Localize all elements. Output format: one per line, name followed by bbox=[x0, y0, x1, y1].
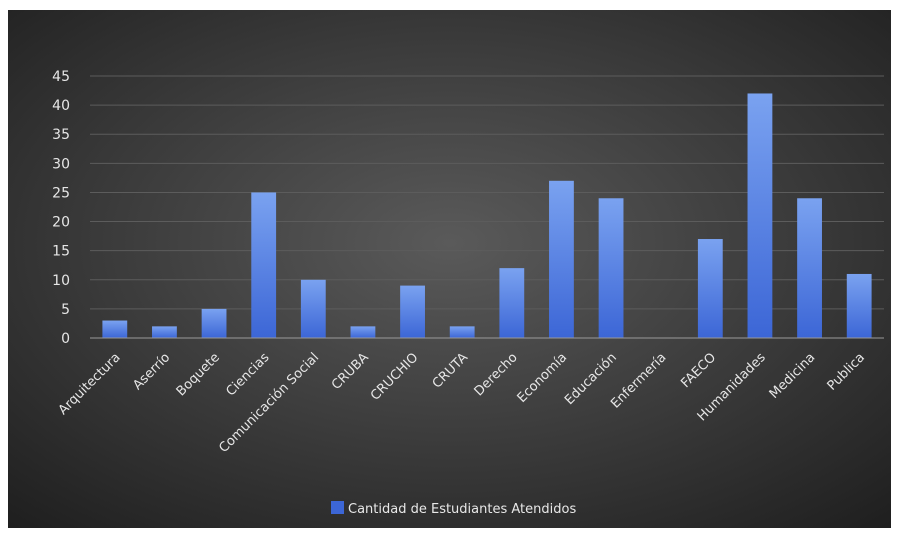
bars bbox=[102, 93, 872, 338]
y-tick-label: 20 bbox=[52, 215, 70, 231]
bar bbox=[201, 308, 227, 338]
y-axis-ticks: 0 5 10 15 20 25 30 35 40 45 bbox=[52, 69, 70, 347]
bar bbox=[102, 320, 128, 338]
y-tick-label: 40 bbox=[52, 98, 70, 114]
bar bbox=[400, 285, 425, 338]
y-tick-label: 35 bbox=[52, 127, 70, 143]
y-tick-label: 15 bbox=[52, 244, 70, 260]
legend: Cantidad de Estudiantes Atendidos bbox=[331, 501, 576, 517]
y-tick-label: 25 bbox=[52, 185, 70, 201]
chart-frame: 0 5 10 15 20 25 30 35 40 45 Arquitectura Aserrío Bo… bbox=[8, 10, 891, 528]
bar bbox=[549, 180, 574, 338]
bar bbox=[598, 198, 624, 338]
bar bbox=[846, 273, 872, 338]
y-tick-label: 5 bbox=[61, 302, 70, 318]
y-tick-label: 10 bbox=[52, 273, 70, 289]
y-tick-label: 0 bbox=[61, 331, 70, 347]
bar bbox=[251, 192, 277, 338]
bar bbox=[747, 93, 773, 338]
bar bbox=[499, 268, 525, 338]
bar bbox=[449, 326, 475, 338]
bar bbox=[300, 279, 326, 338]
y-tick-label: 30 bbox=[52, 156, 70, 172]
bar bbox=[350, 326, 376, 338]
y-tick-label: 45 bbox=[52, 69, 70, 85]
bar bbox=[152, 326, 177, 338]
legend-label: Cantidad de Estudiantes Atendidos bbox=[348, 502, 576, 517]
bar bbox=[797, 198, 822, 338]
legend-swatch bbox=[331, 501, 344, 514]
bar bbox=[697, 239, 723, 338]
chart-background bbox=[8, 10, 891, 528]
